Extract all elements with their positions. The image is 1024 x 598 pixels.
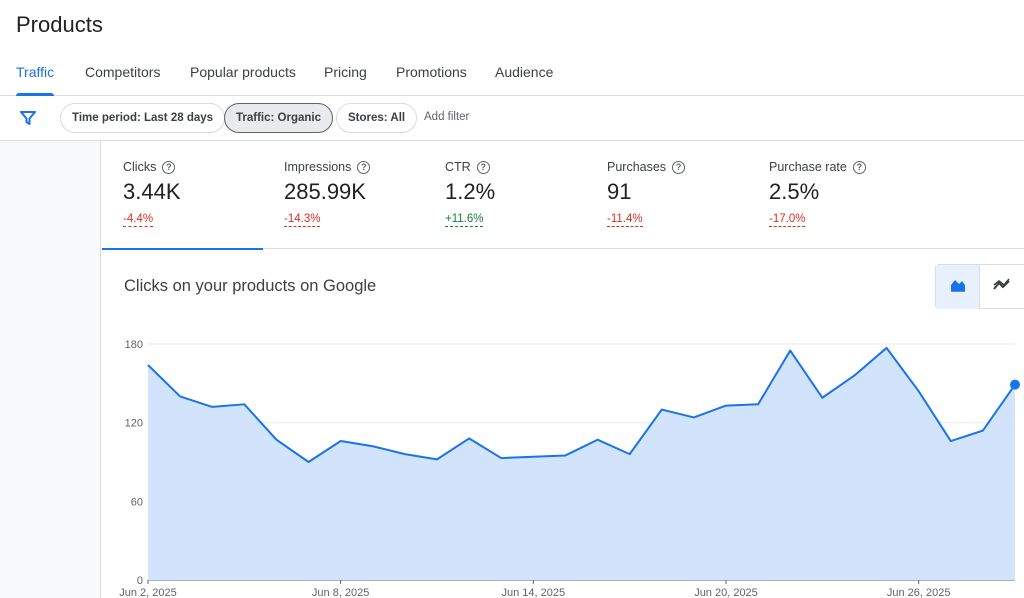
y-tick-label: 60 <box>131 496 143 508</box>
metric-change: -14.3% <box>284 213 321 227</box>
tab-audience[interactable]: Audience <box>495 64 554 80</box>
metric-purchases[interactable]: Purchases? 91 -11.4% <box>586 141 747 249</box>
add-filter-button[interactable]: Add filter <box>424 111 470 123</box>
line-chart-button[interactable] <box>980 265 1024 309</box>
metric-label: Impressions <box>284 160 352 174</box>
tab-traffic[interactable]: Traffic <box>16 64 55 96</box>
filter-icon[interactable] <box>18 108 38 128</box>
metrics-row: Clicks? 3.44K -4.4% Impressions? 285.99K… <box>102 141 1024 250</box>
area-chart-button[interactable] <box>936 265 981 309</box>
left-pane <box>0 141 101 598</box>
metric-purchase-rate[interactable]: Purchase rate? 2.5% -17.0% <box>748 141 909 249</box>
tab-competitors[interactable]: Competitors <box>85 64 161 80</box>
metric-change: -11.4% <box>607 213 643 227</box>
series-area <box>148 347 1015 580</box>
page-title: Products <box>16 12 103 37</box>
metric-label: Purchase rate <box>769 160 847 174</box>
metric-impressions[interactable]: Impressions? 285.99K -14.3% <box>263 141 424 249</box>
metric-value: 285.99K <box>284 179 366 204</box>
metric-value: 91 <box>607 179 632 204</box>
metric-value: 2.5% <box>769 179 820 204</box>
x-tick-label: Jun 20, 2025 <box>694 587 758 598</box>
y-tick-label: 180 <box>125 339 143 351</box>
time-period-chip[interactable]: Time period: Last 28 days <box>60 103 226 133</box>
x-tick-label: Jun 8, 2025 <box>312 587 370 598</box>
x-tick-label: Jun 14, 2025 <box>502 587 566 598</box>
help-icon[interactable]: ? <box>357 160 371 174</box>
tab-bar: Traffic Competitors Popular products Pri… <box>0 56 1024 96</box>
metric-clicks[interactable]: Clicks? 3.44K -4.4% <box>102 141 263 250</box>
metric-label: CTR <box>445 160 471 174</box>
help-icon[interactable]: ? <box>852 160 866 174</box>
metric-value: 1.2% <box>445 179 496 204</box>
tab-pricing[interactable]: Pricing <box>324 64 367 80</box>
chart-title: Clicks on your products on Google <box>124 277 377 295</box>
clicks-chart: 0 60 120 180 Jun 2, 2025 Jun 8, 2025 Jun 14, 2… <box>119 339 1020 598</box>
metric-change: +11.6% <box>445 213 484 227</box>
tab-popular-products[interactable]: Popular products <box>190 64 296 80</box>
last-point-marker <box>1010 379 1020 390</box>
metric-change: -17.0% <box>769 213 806 227</box>
help-icon[interactable]: ? <box>672 160 686 174</box>
area-chart-icon <box>949 276 967 299</box>
line-chart-icon <box>992 276 1012 299</box>
series-line <box>147 346 1016 463</box>
metric-value: 3.44K <box>123 179 181 204</box>
metric-ctr[interactable]: CTR? 1.2% +11.6% <box>424 141 585 249</box>
chart-view-toggle <box>935 264 1024 309</box>
metric-label: Purchases <box>607 160 667 174</box>
x-tick-label: Jun 2, 2025 <box>119 587 177 598</box>
help-icon[interactable]: ? <box>162 160 176 174</box>
y-tick-label: 0 <box>137 575 143 587</box>
help-icon[interactable]: ? <box>476 160 490 174</box>
x-tick-label: Jun 26, 2025 <box>887 587 951 598</box>
metric-change: -4.4% <box>123 213 154 227</box>
traffic-chip[interactable]: Traffic: Organic <box>224 103 333 133</box>
y-tick-label: 120 <box>125 418 143 430</box>
metric-label: Clicks <box>123 160 157 174</box>
tab-promotions[interactable]: Promotions <box>396 64 467 80</box>
filter-bar: Time period: Last 28 days Traffic: Organ… <box>0 96 1024 141</box>
stores-chip[interactable]: Stores: All <box>336 103 418 133</box>
